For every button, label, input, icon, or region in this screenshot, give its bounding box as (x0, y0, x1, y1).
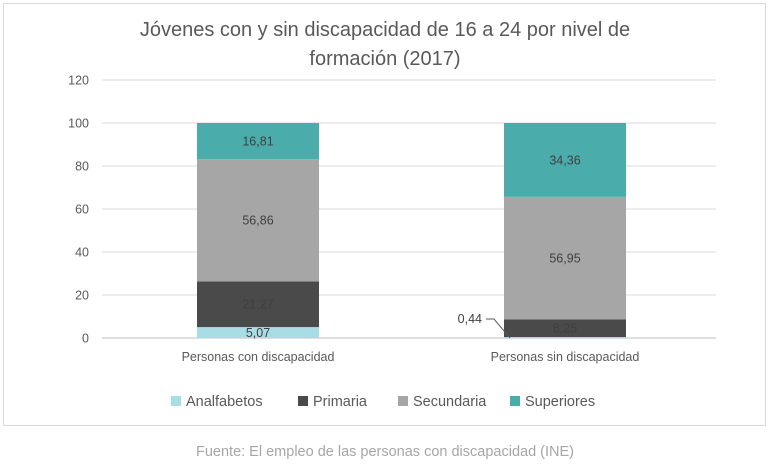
legend-swatch-superiores (510, 396, 520, 406)
data-label-sin-secundaria: 56,95 (549, 252, 580, 266)
bar-segment-con-primaria (197, 281, 319, 328)
bar-segment-con-superiores (197, 122, 319, 160)
y-tick-label-80: 80 (75, 160, 89, 174)
data-label-con-superiores: 16,81 (242, 135, 273, 149)
y-tick-label-40: 40 (75, 246, 89, 260)
data-label-sin-superiores: 34,36 (549, 153, 580, 167)
legend-label-primaria: Primaria (313, 394, 368, 410)
bar-segment-sin-analfabetos (504, 337, 626, 338)
data-label-sin-analfabetos: 0,44 (458, 312, 482, 326)
y-tick-label-100: 100 (68, 117, 89, 131)
x-category-label-sin: Personas sin discapacidad (491, 350, 640, 364)
legend-label-superiores: Superiores (525, 394, 595, 410)
bar-segment-sin-secundaria (504, 196, 626, 320)
data-label-con-primaria: 21,27 (242, 298, 273, 312)
title-line-2: formación (2017) (309, 48, 460, 70)
bar-segment-con-analfabetos (197, 327, 319, 338)
data-label-con-analfabetos: 5,07 (246, 326, 270, 340)
title-line-1: Jóvenes con y sin discapacidad de 16 a 2… (140, 19, 630, 41)
x-category-label-con: Personas con discapacidad (182, 350, 335, 364)
legend-swatch-secundaria (398, 396, 408, 406)
stacked-bar-chart: Jóvenes con y sin discapacidad de 16 a 2… (68, 19, 716, 410)
data-label-con-secundaria: 56,86 (242, 214, 273, 228)
y-tick-label-120: 120 (68, 74, 89, 88)
y-tick-label-20: 20 (75, 289, 89, 303)
legend: Analfabetos Primaria Secundaria Superiores (171, 394, 595, 410)
x-axis: Personas con discapacidad Personas sin di… (182, 350, 640, 364)
y-tick-label-60: 60 (75, 203, 89, 217)
legend-label-analfabetos: Analfabetos (186, 394, 263, 410)
bar-segment-con-secundaria (197, 159, 319, 282)
legend-label-secundaria: Secundaria (413, 394, 487, 410)
y-tick-label-0: 0 (82, 332, 89, 346)
bar-segment-sin-primaria (504, 319, 626, 338)
data-label-sin-primaria: 8,25 (553, 322, 577, 336)
leader-line-sin-analfabetos (486, 318, 511, 339)
bars (197, 122, 626, 338)
y-axis: 0 20 40 60 80 100 120 (68, 74, 89, 346)
chart-title: Jóvenes con y sin discapacidad de 16 a 2… (140, 19, 630, 70)
source-note: Fuente: El empleo de las personas con di… (195, 444, 574, 460)
chart-frame (3, 3, 766, 426)
data-labels: 5,07 21,27 56,86 16,81 0,44 8,25 56,95 34,36 (242, 135, 580, 341)
legend-swatch-analfabetos (171, 396, 181, 406)
legend-swatch-primaria (298, 396, 308, 406)
bar-segment-sin-superiores (504, 123, 626, 197)
